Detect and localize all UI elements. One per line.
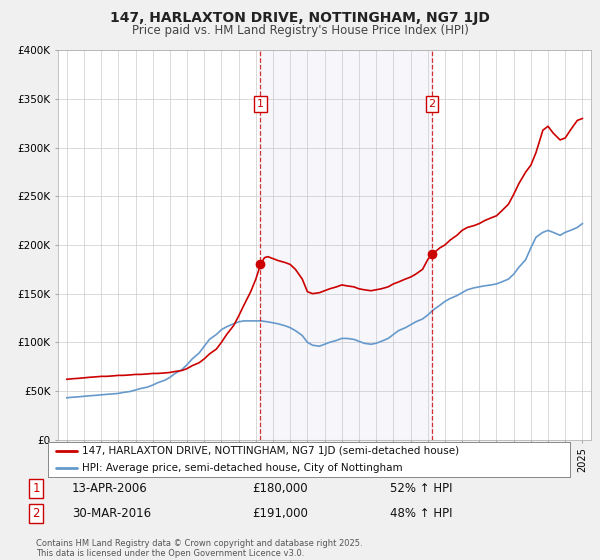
Text: £180,000: £180,000 bbox=[252, 482, 308, 495]
Text: 52% ↑ HPI: 52% ↑ HPI bbox=[390, 482, 452, 495]
Text: 147, HARLAXTON DRIVE, NOTTINGHAM, NG7 1JD: 147, HARLAXTON DRIVE, NOTTINGHAM, NG7 1J… bbox=[110, 11, 490, 25]
Text: 147, HARLAXTON DRIVE, NOTTINGHAM, NG7 1JD (semi-detached house): 147, HARLAXTON DRIVE, NOTTINGHAM, NG7 1J… bbox=[82, 446, 459, 456]
Text: 13-APR-2006: 13-APR-2006 bbox=[72, 482, 148, 495]
Text: £191,000: £191,000 bbox=[252, 507, 308, 520]
Text: 2: 2 bbox=[32, 507, 40, 520]
Bar bbox=[260, 50, 432, 440]
Text: 30-MAR-2016: 30-MAR-2016 bbox=[72, 507, 151, 520]
Text: 1: 1 bbox=[32, 482, 40, 495]
Text: 1: 1 bbox=[257, 99, 264, 109]
Text: Contains HM Land Registry data © Crown copyright and database right 2025.
This d: Contains HM Land Registry data © Crown c… bbox=[36, 539, 362, 558]
Text: 48% ↑ HPI: 48% ↑ HPI bbox=[390, 507, 452, 520]
Text: HPI: Average price, semi-detached house, City of Nottingham: HPI: Average price, semi-detached house,… bbox=[82, 463, 403, 473]
Text: 2: 2 bbox=[428, 99, 436, 109]
Text: Price paid vs. HM Land Registry's House Price Index (HPI): Price paid vs. HM Land Registry's House … bbox=[131, 24, 469, 36]
